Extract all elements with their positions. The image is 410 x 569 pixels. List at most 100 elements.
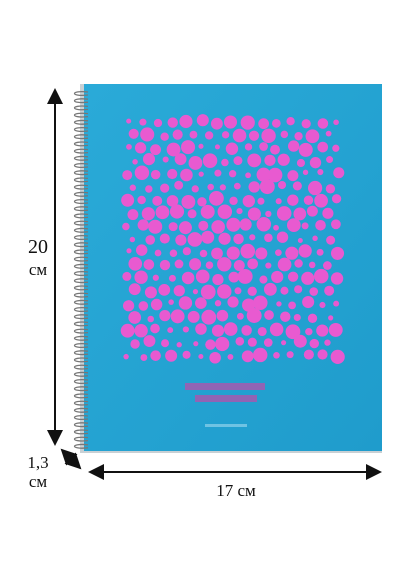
pink-dot	[248, 130, 260, 141]
pink-dot	[167, 168, 178, 180]
pink-dot	[200, 204, 215, 219]
pink-dot	[324, 339, 331, 346]
spiral-ring	[73, 134, 89, 140]
pink-dot	[148, 219, 163, 234]
pink-dot	[193, 341, 199, 347]
pink-dot	[165, 349, 178, 362]
pink-dot	[223, 115, 238, 129]
pink-dot	[298, 244, 312, 258]
spiral-ring	[73, 299, 89, 305]
pink-dot	[286, 351, 294, 359]
pink-dot	[217, 284, 232, 299]
pink-dot	[309, 338, 320, 349]
pink-dot	[256, 216, 272, 232]
pink-dot	[328, 322, 343, 337]
pink-dot	[276, 206, 292, 221]
pink-dot	[145, 235, 156, 245]
pink-dot	[296, 158, 306, 168]
pink-dot	[192, 288, 199, 295]
pink-dot	[150, 350, 161, 361]
pink-dot	[226, 246, 240, 260]
pink-dot	[275, 198, 282, 205]
pink-dot	[228, 271, 240, 283]
spiral-ring	[73, 234, 89, 241]
pink-dot	[168, 299, 174, 305]
pink-dot	[253, 347, 268, 363]
pink-dot	[214, 144, 220, 150]
spiral-ring	[73, 386, 89, 392]
pink-dot	[132, 159, 138, 165]
pink-dot	[204, 131, 214, 140]
pink-dot	[285, 246, 299, 260]
spiral-ring	[73, 148, 89, 154]
pink-dot	[176, 342, 182, 348]
pink-dot	[191, 185, 199, 193]
pink-dot	[129, 236, 136, 243]
pink-dot	[249, 234, 256, 241]
pink-dot	[162, 156, 169, 163]
pink-dot	[332, 144, 340, 152]
pink-dot	[317, 168, 324, 176]
pink-dot	[174, 180, 184, 190]
pink-dot	[316, 248, 324, 256]
pink-dot	[286, 117, 295, 126]
pink-dot	[174, 153, 187, 166]
pink-dot	[120, 323, 135, 338]
spiral-ring	[73, 126, 89, 133]
pink-dot	[330, 272, 344, 285]
pink-dot	[223, 322, 238, 336]
pink-dot	[315, 219, 326, 231]
spiral-ring	[73, 364, 89, 370]
pink-dot	[302, 295, 315, 309]
pink-dot	[122, 300, 135, 312]
pink-dot	[312, 235, 318, 241]
spiral-ring	[73, 285, 89, 291]
pink-dot	[189, 258, 202, 271]
pink-dot	[198, 171, 204, 177]
pink-dot	[308, 261, 316, 269]
height-unit: см	[29, 260, 48, 279]
pink-dot	[328, 315, 334, 321]
pink-dot	[271, 118, 281, 128]
pink-dot	[227, 296, 239, 308]
pink-dot	[277, 180, 287, 190]
spiral-ring	[73, 414, 89, 421]
pink-dot	[236, 207, 243, 215]
pink-dot	[197, 197, 207, 207]
thickness-value: 1,3	[27, 453, 48, 472]
pink-dot	[229, 196, 238, 206]
pink-dot	[241, 325, 252, 336]
pink-dot	[169, 204, 185, 219]
pink-dot	[166, 195, 179, 207]
spiral-ring	[73, 263, 89, 269]
pink-dot	[179, 114, 193, 129]
pink-dot	[298, 142, 313, 157]
pink-dot	[239, 218, 252, 231]
spiral-ring	[73, 378, 89, 385]
pink-dot	[187, 232, 203, 247]
pink-dot	[214, 300, 222, 307]
pink-dot	[248, 181, 260, 193]
pink-dot	[267, 167, 283, 183]
pink-dot	[167, 327, 174, 334]
pink-dot	[126, 143, 132, 150]
pink-dot	[187, 310, 200, 323]
pink-dot	[265, 210, 272, 217]
pink-dot	[331, 194, 342, 204]
pink-dot	[137, 219, 149, 231]
pink-dot	[217, 257, 232, 272]
pink-dot	[182, 350, 191, 359]
pink-dot	[228, 170, 237, 178]
width-label: 17 см	[216, 481, 256, 500]
pink-dot	[129, 184, 136, 191]
pink-dot	[143, 335, 156, 347]
pink-dot	[293, 334, 307, 348]
spiral-ring	[73, 198, 89, 205]
pink-dot	[280, 286, 289, 295]
pink-dot	[277, 257, 292, 272]
pink-dot	[303, 349, 314, 360]
spiral-ring	[73, 242, 89, 248]
pink-dot	[207, 183, 214, 191]
spiral-ring	[73, 321, 89, 327]
pink-dot	[122, 222, 130, 231]
